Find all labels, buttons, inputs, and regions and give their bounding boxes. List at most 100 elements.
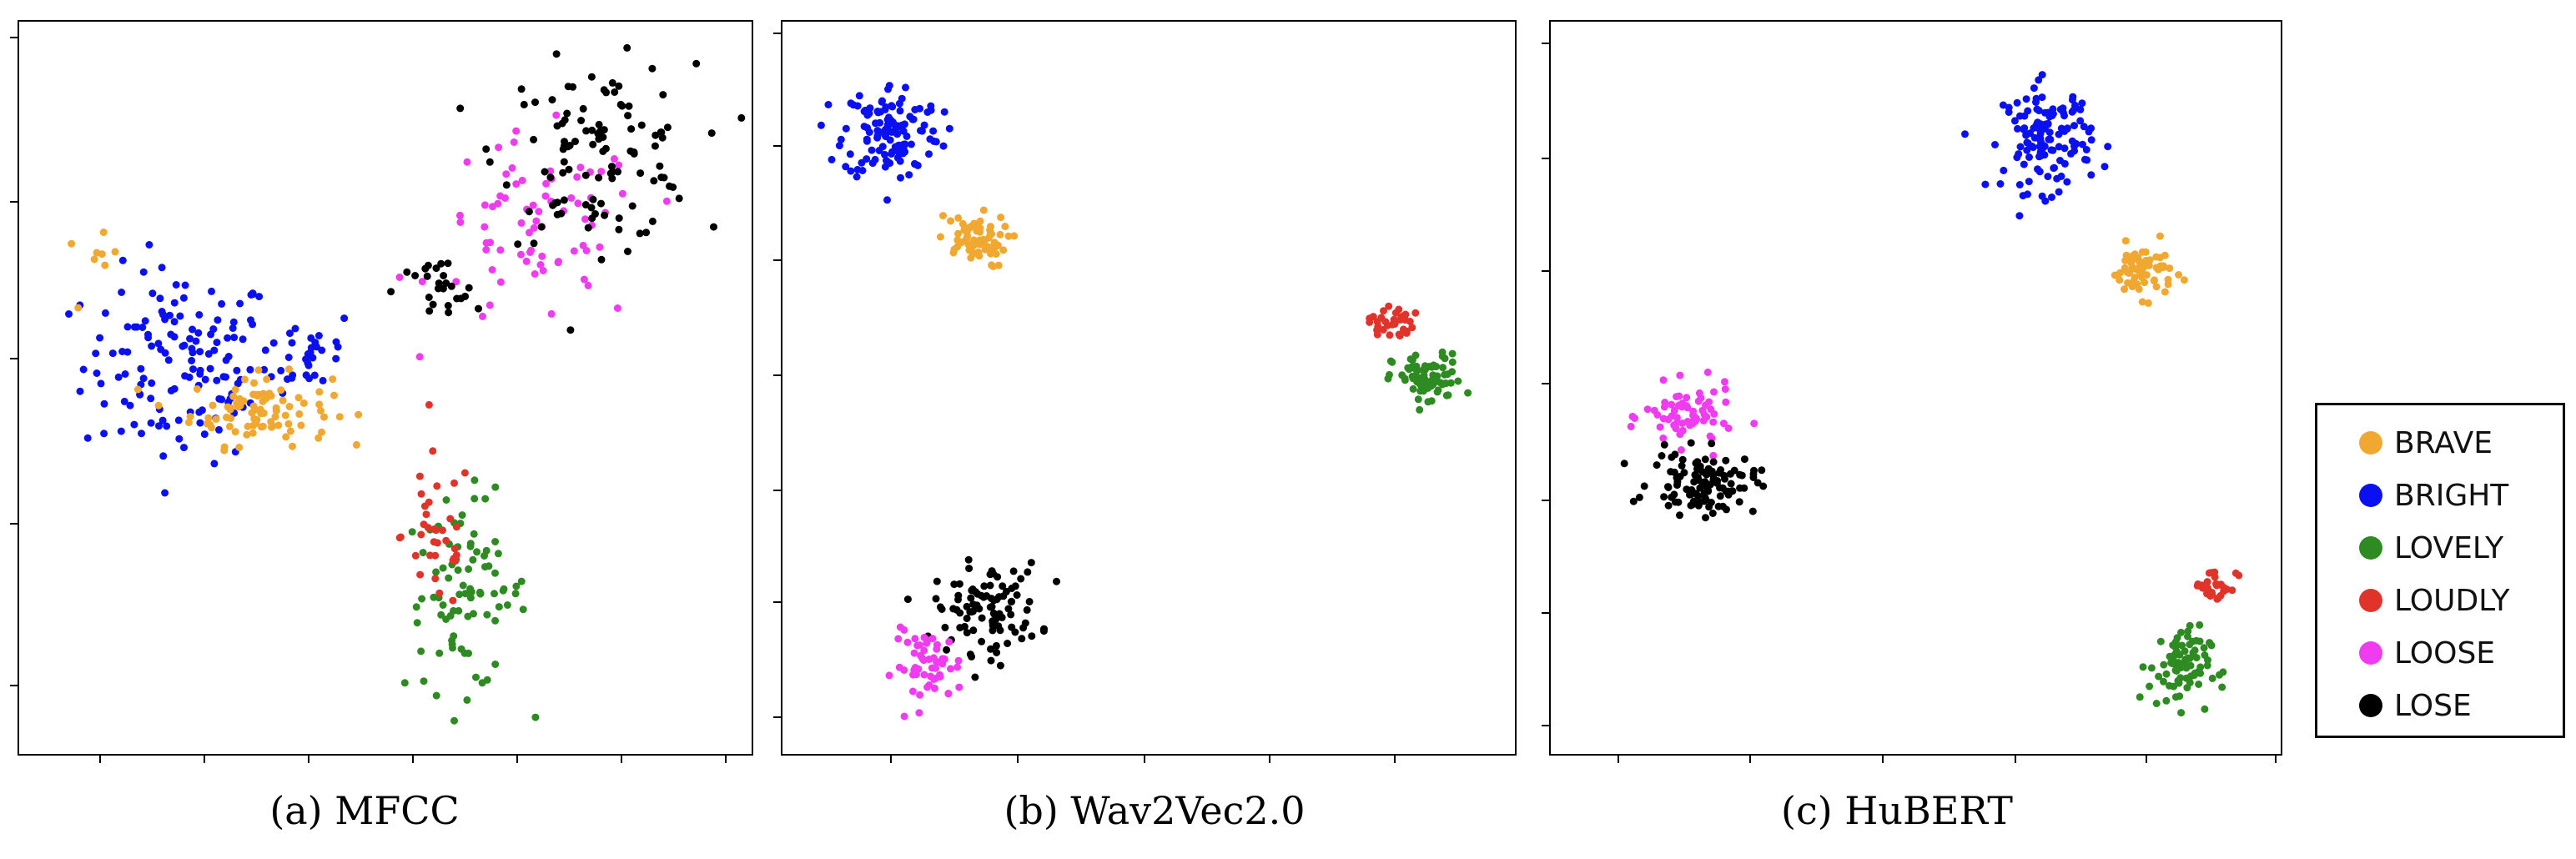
point-brave [235, 394, 244, 403]
point-loose [895, 663, 903, 671]
point-bright [2020, 160, 2028, 168]
point-lose [440, 272, 448, 279]
point-lose [599, 148, 607, 155]
point-loose [1643, 405, 1652, 414]
point-loose [1627, 422, 1635, 430]
point-lovely [2186, 654, 2194, 662]
point-brave [289, 442, 296, 450]
point-bright [2010, 117, 2019, 125]
point-brave [2131, 274, 2139, 282]
point-lose [642, 229, 651, 237]
point-lovely [2182, 664, 2191, 672]
point-loose [1699, 416, 1708, 424]
point-lose [1758, 466, 1766, 475]
point-bright [179, 294, 188, 302]
point-lovely [1434, 386, 1442, 394]
point-loose [518, 176, 526, 184]
point-lovely [1424, 398, 1432, 406]
point-loose [662, 197, 671, 205]
point-loose [944, 690, 953, 697]
point-lose [560, 196, 568, 204]
point-lose [636, 229, 644, 238]
point-lovely [417, 647, 425, 656]
point-brave [209, 401, 217, 409]
point-brave [953, 236, 962, 244]
point-bright [878, 98, 886, 106]
point-bright [2029, 143, 2037, 152]
point-bright [340, 314, 349, 323]
point-brave [263, 375, 271, 384]
point-bright [874, 128, 883, 136]
point-lose [987, 656, 995, 665]
point-lose [1013, 591, 1021, 599]
point-bright [229, 318, 238, 326]
point-loose [596, 243, 604, 251]
point-bright [2048, 193, 2055, 201]
point-lose [1018, 635, 1026, 643]
point-bright [2087, 124, 2096, 133]
point-bright [260, 365, 269, 374]
point-loose [929, 654, 938, 662]
point-lovely [473, 548, 481, 556]
legend-item-loudly: LOUDLY [2359, 580, 2509, 621]
point-lose [650, 177, 658, 185]
point-loose [1750, 419, 1758, 428]
point-lose [597, 255, 606, 264]
point-brave [271, 413, 279, 421]
point-bright [247, 316, 254, 324]
point-loudly [2213, 595, 2221, 603]
point-lovely [2146, 682, 2154, 691]
point-lose [1660, 493, 1668, 501]
point-bright [878, 143, 887, 151]
point-loose [903, 638, 912, 646]
point-lose [588, 126, 596, 134]
legend-item-lovely: LOVELY [2359, 527, 2503, 569]
point-lovely [478, 679, 486, 687]
point-lovely [464, 612, 472, 620]
point-bright [319, 376, 327, 384]
point-loose [530, 224, 538, 232]
point-loose [1709, 451, 1718, 460]
point-lose [623, 43, 631, 52]
point-lose [710, 223, 717, 231]
point-lovely [459, 581, 467, 590]
point-lovely [1409, 384, 1417, 393]
point-lovely [1425, 363, 1433, 370]
point-lovely [2206, 639, 2214, 647]
point-loose [923, 683, 932, 691]
point-bright [2076, 117, 2085, 125]
point-bright [118, 256, 127, 264]
point-brave [257, 423, 265, 431]
point-lovely [463, 696, 471, 704]
point-bright [911, 106, 919, 113]
point-bright [860, 123, 868, 131]
point-lovely [1448, 349, 1457, 358]
point-bright [170, 333, 179, 341]
point-bright [882, 103, 890, 111]
point-bright [2013, 98, 2021, 107]
point-bright [194, 329, 203, 337]
point-bright [224, 334, 232, 342]
point-brave [234, 403, 242, 411]
point-loose [535, 208, 543, 216]
point-brave [223, 413, 230, 421]
point-lovely [457, 645, 465, 653]
point-loose [526, 229, 533, 237]
point-bright [214, 316, 222, 324]
point-loose [541, 192, 550, 200]
point-bright [130, 420, 138, 429]
point-bright [246, 365, 254, 374]
point-brave [274, 421, 283, 430]
point-loose [580, 275, 588, 284]
point-lose [652, 131, 660, 139]
point-lovely [2196, 620, 2204, 629]
point-loudly [416, 570, 425, 579]
point-bright [828, 155, 836, 163]
point-lose [986, 581, 994, 590]
point-lose [627, 125, 636, 133]
point-lovely [1464, 389, 1472, 397]
point-bright [158, 308, 166, 315]
point-lovely [491, 569, 499, 577]
point-lovely [1441, 354, 1449, 363]
point-lose [537, 223, 546, 231]
